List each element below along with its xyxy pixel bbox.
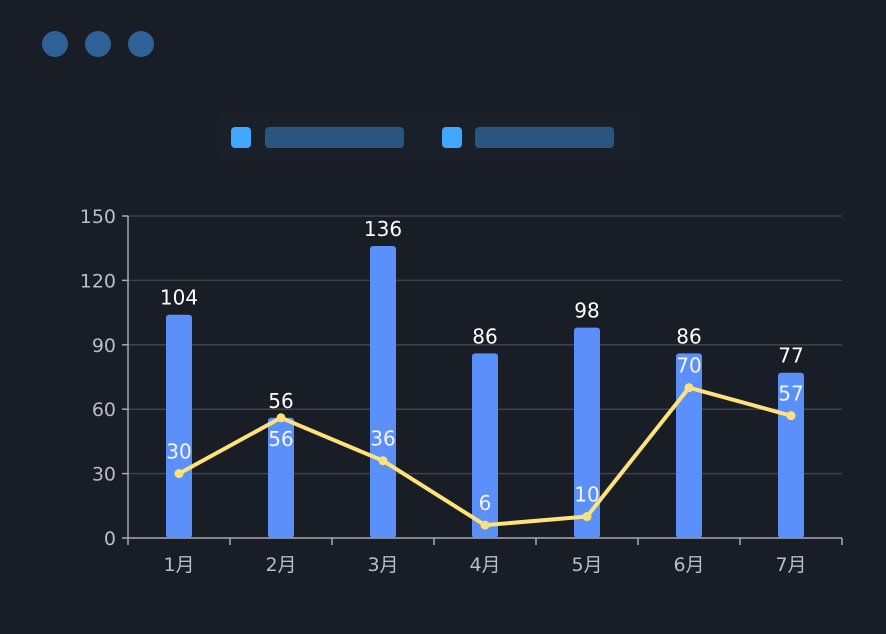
- y-tick-label: 90: [92, 335, 116, 357]
- line-point: [786, 411, 796, 421]
- window-dot-3[interactable]: [128, 31, 154, 57]
- line-point: [684, 383, 694, 393]
- bar-data-label: 77: [778, 344, 803, 368]
- y-tick-label: 0: [104, 528, 116, 550]
- bar-data-label: 98: [574, 299, 599, 323]
- bar: [166, 314, 192, 538]
- y-tick-label: 30: [92, 464, 116, 486]
- window-dot-2[interactable]: [85, 31, 111, 57]
- line-data-label: 6: [479, 491, 492, 515]
- bar-data-label: 136: [364, 217, 402, 241]
- legend-swatch-1[interactable]: [231, 127, 251, 148]
- line-data-label: 70: [676, 354, 701, 378]
- line-point: [276, 413, 286, 423]
- legend-label-2[interactable]: [475, 127, 614, 148]
- legend-swatch-2[interactable]: [442, 127, 462, 148]
- bar-data-label: 86: [472, 324, 497, 348]
- legend-label-1[interactable]: [265, 127, 404, 148]
- window-dot-1[interactable]: [42, 31, 68, 57]
- y-tick-label: 60: [92, 399, 116, 421]
- line-data-label: 30: [166, 440, 191, 464]
- bar: [370, 246, 396, 538]
- bar-data-label: 86: [676, 324, 701, 348]
- y-tick-label: 120: [80, 270, 116, 292]
- x-tick-label: 3月: [367, 554, 398, 576]
- x-tick-label: 7月: [775, 554, 806, 576]
- y-tick-label: 150: [80, 206, 116, 228]
- line-data-label: 56: [268, 427, 293, 451]
- x-tick-label: 1月: [163, 554, 194, 576]
- legend: [220, 114, 640, 158]
- bar: [472, 353, 498, 538]
- x-tick-label: 6月: [673, 554, 704, 576]
- line-data-label: 36: [370, 427, 395, 451]
- line-point: [378, 456, 388, 466]
- line-point: [582, 512, 592, 522]
- x-tick-label: 4月: [469, 554, 500, 576]
- line-data-label: 10: [574, 483, 599, 507]
- bar-data-label: 56: [268, 389, 293, 413]
- bar: [268, 417, 294, 538]
- line-data-label: 57: [778, 382, 803, 406]
- bar: [676, 353, 702, 538]
- bar: [574, 327, 600, 538]
- bar-data-label: 104: [160, 286, 198, 310]
- line-point: [174, 469, 184, 479]
- x-tick-label: 2月: [265, 554, 296, 576]
- x-tick-label: 5月: [571, 554, 602, 576]
- line-point: [480, 520, 490, 530]
